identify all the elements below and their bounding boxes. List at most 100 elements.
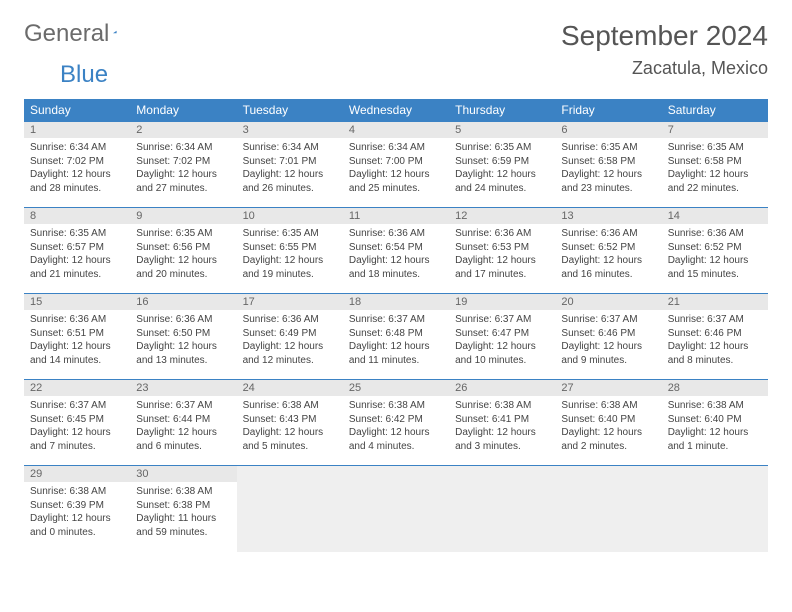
- calendar-day-cell: 29Sunrise: 6:38 AMSunset: 6:39 PMDayligh…: [24, 466, 130, 552]
- logo-word1: General: [24, 20, 109, 48]
- calendar-day-cell: 8Sunrise: 6:35 AMSunset: 6:57 PMDaylight…: [24, 208, 130, 294]
- day-number: 19: [449, 294, 555, 310]
- day-info: Sunrise: 6:37 AMSunset: 6:44 PMDaylight:…: [130, 396, 236, 457]
- calendar-week-row: 1Sunrise: 6:34 AMSunset: 7:02 PMDaylight…: [24, 122, 768, 208]
- day-number: 9: [130, 208, 236, 224]
- day-info: Sunrise: 6:36 AMSunset: 6:49 PMDaylight:…: [237, 310, 343, 371]
- calendar-day-cell: 10Sunrise: 6:35 AMSunset: 6:55 PMDayligh…: [237, 208, 343, 294]
- day-info: Sunrise: 6:36 AMSunset: 6:51 PMDaylight:…: [24, 310, 130, 371]
- calendar-day-cell: 13Sunrise: 6:36 AMSunset: 6:52 PMDayligh…: [555, 208, 661, 294]
- day-number: 1: [24, 122, 130, 138]
- day-info: Sunrise: 6:34 AMSunset: 7:01 PMDaylight:…: [237, 138, 343, 199]
- calendar-day-cell: 24Sunrise: 6:38 AMSunset: 6:43 PMDayligh…: [237, 380, 343, 466]
- day-info: Sunrise: 6:35 AMSunset: 6:59 PMDaylight:…: [449, 138, 555, 199]
- day-info: Sunrise: 6:38 AMSunset: 6:39 PMDaylight:…: [24, 482, 130, 543]
- day-info: Sunrise: 6:36 AMSunset: 6:50 PMDaylight:…: [130, 310, 236, 371]
- day-number: 30: [130, 466, 236, 482]
- day-info: Sunrise: 6:37 AMSunset: 6:47 PMDaylight:…: [449, 310, 555, 371]
- calendar-week-row: 29Sunrise: 6:38 AMSunset: 6:39 PMDayligh…: [24, 466, 768, 552]
- logo-triangle-icon: [113, 24, 117, 40]
- calendar-day-cell: 22Sunrise: 6:37 AMSunset: 6:45 PMDayligh…: [24, 380, 130, 466]
- weekday-header: Monday: [130, 99, 236, 122]
- calendar-day-cell: 7Sunrise: 6:35 AMSunset: 6:58 PMDaylight…: [662, 122, 768, 208]
- day-info: Sunrise: 6:35 AMSunset: 6:58 PMDaylight:…: [662, 138, 768, 199]
- month-title: September 2024: [561, 20, 768, 52]
- calendar-day-cell: 21Sunrise: 6:37 AMSunset: 6:46 PMDayligh…: [662, 294, 768, 380]
- day-info: Sunrise: 6:37 AMSunset: 6:48 PMDaylight:…: [343, 310, 449, 371]
- day-info: Sunrise: 6:34 AMSunset: 7:02 PMDaylight:…: [130, 138, 236, 199]
- day-number: 22: [24, 380, 130, 396]
- weekday-header-row: Sunday Monday Tuesday Wednesday Thursday…: [24, 99, 768, 122]
- day-number: 7: [662, 122, 768, 138]
- day-number: 29: [24, 466, 130, 482]
- logo: General: [24, 20, 137, 48]
- calendar-day-cell: [555, 466, 661, 552]
- weekday-header: Wednesday: [343, 99, 449, 122]
- calendar-day-cell: 17Sunrise: 6:36 AMSunset: 6:49 PMDayligh…: [237, 294, 343, 380]
- calendar-week-row: 15Sunrise: 6:36 AMSunset: 6:51 PMDayligh…: [24, 294, 768, 380]
- day-number: 18: [343, 294, 449, 310]
- day-info: Sunrise: 6:38 AMSunset: 6:38 PMDaylight:…: [130, 482, 236, 543]
- calendar-week-row: 22Sunrise: 6:37 AMSunset: 6:45 PMDayligh…: [24, 380, 768, 466]
- day-info: Sunrise: 6:36 AMSunset: 6:53 PMDaylight:…: [449, 224, 555, 285]
- calendar-day-cell: 5Sunrise: 6:35 AMSunset: 6:59 PMDaylight…: [449, 122, 555, 208]
- day-info: Sunrise: 6:36 AMSunset: 6:54 PMDaylight:…: [343, 224, 449, 285]
- calendar-day-cell: 23Sunrise: 6:37 AMSunset: 6:44 PMDayligh…: [130, 380, 236, 466]
- day-info: Sunrise: 6:36 AMSunset: 6:52 PMDaylight:…: [662, 224, 768, 285]
- day-number: 15: [24, 294, 130, 310]
- day-number: 12: [449, 208, 555, 224]
- day-number: 21: [662, 294, 768, 310]
- calendar-day-cell: [343, 466, 449, 552]
- calendar-day-cell: 6Sunrise: 6:35 AMSunset: 6:58 PMDaylight…: [555, 122, 661, 208]
- weekday-header: Tuesday: [237, 99, 343, 122]
- weekday-header: Saturday: [662, 99, 768, 122]
- calendar-day-cell: 12Sunrise: 6:36 AMSunset: 6:53 PMDayligh…: [449, 208, 555, 294]
- calendar-day-cell: 18Sunrise: 6:37 AMSunset: 6:48 PMDayligh…: [343, 294, 449, 380]
- weekday-header: Thursday: [449, 99, 555, 122]
- calendar-day-cell: 30Sunrise: 6:38 AMSunset: 6:38 PMDayligh…: [130, 466, 236, 552]
- calendar-day-cell: 11Sunrise: 6:36 AMSunset: 6:54 PMDayligh…: [343, 208, 449, 294]
- calendar-day-cell: [237, 466, 343, 552]
- day-info: Sunrise: 6:35 AMSunset: 6:56 PMDaylight:…: [130, 224, 236, 285]
- calendar-day-cell: 2Sunrise: 6:34 AMSunset: 7:02 PMDaylight…: [130, 122, 236, 208]
- day-number: 3: [237, 122, 343, 138]
- weekday-header: Friday: [555, 99, 661, 122]
- day-info: Sunrise: 6:35 AMSunset: 6:57 PMDaylight:…: [24, 224, 130, 285]
- day-info: Sunrise: 6:38 AMSunset: 6:40 PMDaylight:…: [555, 396, 661, 457]
- calendar-day-cell: 9Sunrise: 6:35 AMSunset: 6:56 PMDaylight…: [130, 208, 236, 294]
- day-info: Sunrise: 6:35 AMSunset: 6:58 PMDaylight:…: [555, 138, 661, 199]
- day-number: 13: [555, 208, 661, 224]
- calendar-day-cell: [449, 466, 555, 552]
- calendar-day-cell: 1Sunrise: 6:34 AMSunset: 7:02 PMDaylight…: [24, 122, 130, 208]
- calendar-table: Sunday Monday Tuesday Wednesday Thursday…: [24, 99, 768, 552]
- calendar-day-cell: 3Sunrise: 6:34 AMSunset: 7:01 PMDaylight…: [237, 122, 343, 208]
- calendar-day-cell: 14Sunrise: 6:36 AMSunset: 6:52 PMDayligh…: [662, 208, 768, 294]
- day-number: 28: [662, 380, 768, 396]
- day-number: 25: [343, 380, 449, 396]
- calendar-day-cell: 26Sunrise: 6:38 AMSunset: 6:41 PMDayligh…: [449, 380, 555, 466]
- day-info: Sunrise: 6:37 AMSunset: 6:46 PMDaylight:…: [662, 310, 768, 371]
- day-number: 8: [24, 208, 130, 224]
- day-number: 5: [449, 122, 555, 138]
- day-number: 16: [130, 294, 236, 310]
- day-number: 4: [343, 122, 449, 138]
- calendar-day-cell: 20Sunrise: 6:37 AMSunset: 6:46 PMDayligh…: [555, 294, 661, 380]
- logo-word2: Blue: [60, 61, 108, 88]
- day-number: 17: [237, 294, 343, 310]
- day-info: Sunrise: 6:36 AMSunset: 6:52 PMDaylight:…: [555, 224, 661, 285]
- day-number: 11: [343, 208, 449, 224]
- day-number: 2: [130, 122, 236, 138]
- calendar-day-cell: 4Sunrise: 6:34 AMSunset: 7:00 PMDaylight…: [343, 122, 449, 208]
- calendar-day-cell: 16Sunrise: 6:36 AMSunset: 6:50 PMDayligh…: [130, 294, 236, 380]
- day-number: 6: [555, 122, 661, 138]
- day-info: Sunrise: 6:35 AMSunset: 6:55 PMDaylight:…: [237, 224, 343, 285]
- day-number: 27: [555, 380, 661, 396]
- day-number: 26: [449, 380, 555, 396]
- calendar-day-cell: 15Sunrise: 6:36 AMSunset: 6:51 PMDayligh…: [24, 294, 130, 380]
- calendar-day-cell: 25Sunrise: 6:38 AMSunset: 6:42 PMDayligh…: [343, 380, 449, 466]
- day-number: 20: [555, 294, 661, 310]
- day-number: 23: [130, 380, 236, 396]
- day-number: 14: [662, 208, 768, 224]
- calendar-day-cell: [662, 466, 768, 552]
- day-info: Sunrise: 6:34 AMSunset: 7:02 PMDaylight:…: [24, 138, 130, 199]
